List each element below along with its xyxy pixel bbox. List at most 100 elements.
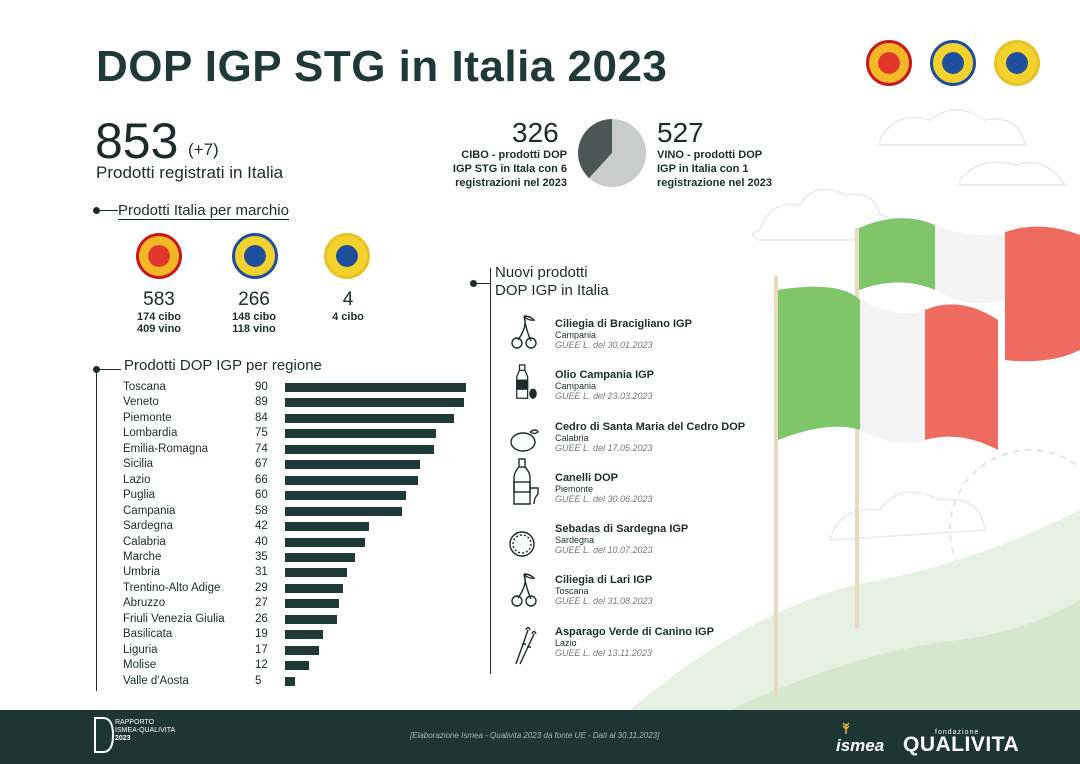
region-name: Puglia: [123, 489, 155, 502]
region-row: Marche 35: [123, 551, 483, 566]
marchio-stg: 4 4 cibo: [332, 289, 364, 323]
nuovo-prodotto-6: Ciliegia di Lari IGP Toscana GUEE L. del…: [555, 574, 653, 606]
region-row: Abruzzo 27: [123, 597, 483, 612]
region-value: 12: [255, 659, 268, 672]
region-name: Friuli Venezia Giulia: [123, 612, 225, 625]
nuovo-prodotto-2: Olio Campania IGP Campania GUEE L. del 2…: [555, 369, 655, 401]
region-bar: [285, 676, 296, 686]
section-vertical-line: [96, 369, 97, 691]
footer-source-note: [Elaborazione Ismea - Qualivita 2023 da …: [410, 731, 660, 740]
region-value: 67: [255, 458, 268, 471]
total-delta: (+7): [188, 140, 219, 159]
region-row: Puglia 60: [123, 489, 483, 504]
region-bar: [285, 552, 356, 562]
section-vertical-line: [490, 268, 491, 674]
region-value: 31: [255, 566, 268, 579]
region-value: 35: [255, 550, 268, 563]
region-bar: [285, 645, 320, 655]
footer: [0, 710, 1080, 764]
region-bar: [285, 506, 402, 516]
marchio-igp: 266 148 cibo 118 vino: [231, 289, 277, 335]
stg-seal-icon: [324, 233, 370, 279]
region-value: 66: [255, 473, 268, 486]
region-name: Veneto: [123, 396, 159, 409]
region-bar: [285, 383, 466, 392]
region-row: Lombardia 75: [123, 427, 483, 442]
region-name: Emilia-Romagna: [123, 442, 209, 455]
wine-bottle-icon: [513, 458, 539, 505]
region-name: Marche: [123, 550, 162, 563]
region-name: Calabria: [123, 535, 166, 548]
region-name: Sardegna: [123, 520, 173, 533]
region-name: Liguria: [123, 643, 158, 656]
region-bar: [285, 460, 420, 470]
region-value: 89: [255, 396, 268, 409]
region-bar: [285, 522, 370, 532]
igp-seal-icon: [232, 233, 278, 279]
region-bar: [285, 630, 324, 640]
region-name: Lazio: [123, 473, 151, 486]
region-value: 60: [255, 489, 268, 502]
region-value: 90: [255, 381, 268, 393]
region-value: 17: [255, 643, 268, 656]
region-row: Basilicata 19: [123, 628, 483, 643]
region-value: 84: [255, 411, 268, 424]
region-name: Molise: [123, 659, 157, 672]
region-value: 58: [255, 504, 268, 517]
bullet-line: [96, 369, 121, 370]
background-decoration: [630, 109, 1080, 710]
region-row: Valle d'Aosta 5: [123, 675, 483, 690]
region-value: 5: [255, 674, 262, 687]
region-row: Molise 12: [123, 659, 483, 674]
region-name: Lombardia: [123, 427, 178, 440]
asparagus-icon: [515, 626, 537, 665]
region-bar: [285, 614, 338, 624]
region-bar: [285, 568, 348, 578]
qualivita-logo: QUALIVITA: [903, 733, 1020, 756]
region-name: Trentino-Alto Adige: [123, 581, 221, 594]
total-label: Prodotti registrati in Italia: [96, 163, 284, 182]
region-value: 26: [255, 612, 268, 625]
dop-seal-icon: [866, 40, 912, 86]
page-title: DOP IGP STG in Italia 2023: [96, 42, 668, 91]
region-value: 74: [255, 442, 268, 455]
region-value: 42: [255, 520, 268, 533]
region-row: Piemonte 84: [123, 412, 483, 427]
nuovo-prodotto-1: Ciliegia di Bracigliano IGP Campania GUE…: [555, 318, 692, 350]
igp-seal-icon: [930, 40, 976, 86]
total-value: 853: [95, 113, 179, 169]
pie-slice-vino: [589, 119, 646, 187]
region-name: Campania: [123, 504, 176, 517]
region-value: 19: [255, 628, 268, 641]
rapporto-label: RAPPORTO ISMEA-QUALIVITA 2023: [115, 719, 176, 742]
region-value: 27: [255, 597, 268, 610]
region-name: Abruzzo: [123, 597, 166, 610]
region-name: Sicilia: [123, 458, 154, 471]
region-name: Valle d'Aosta: [123, 674, 189, 687]
region-row: Liguria 17: [123, 644, 483, 659]
cibo-vino-pie: [578, 119, 646, 187]
nuovi-heading: Nuovi prodotti DOP IGP in Italia: [495, 264, 609, 299]
marchio-dop: 583 174 cibo 409 vino: [136, 289, 182, 335]
bullet-line: [473, 283, 491, 284]
region-bar: [285, 491, 406, 501]
region-row: Calabria 40: [123, 536, 483, 551]
pie-slice-cibo: [578, 119, 612, 179]
region-row: Lazio 66: [123, 474, 483, 489]
region-bar: [285, 583, 344, 593]
region-bar: [285, 475, 418, 485]
stg-seal-icon: [994, 40, 1040, 86]
ismea-wheat-icon: [842, 722, 850, 734]
region-row: Friuli Venezia Giulia 26: [123, 613, 483, 628]
fondazione-label: fondazione: [935, 729, 980, 736]
nuovo-prodotto-5: Sebadas di Sardegna IGP Sardegna GUEE L.…: [555, 523, 689, 555]
ismea-logo: ismea: [836, 736, 885, 755]
region-bar: [285, 429, 436, 439]
region-row: Toscana 90: [123, 381, 483, 396]
marchio-heading: Prodotti Italia per marchio: [118, 202, 289, 220]
cibo-description: CIBO - prodotti DOP IGP STG in Itala con…: [452, 149, 567, 189]
region-row: Trentino-Alto Adige 29: [123, 582, 483, 597]
nuovo-prodotto-4: Canelli DOP Piemonte GUEE L. del 30.06.2…: [555, 472, 653, 504]
sebadas-icon: [509, 531, 535, 557]
cibo-value: 326: [512, 117, 559, 148]
